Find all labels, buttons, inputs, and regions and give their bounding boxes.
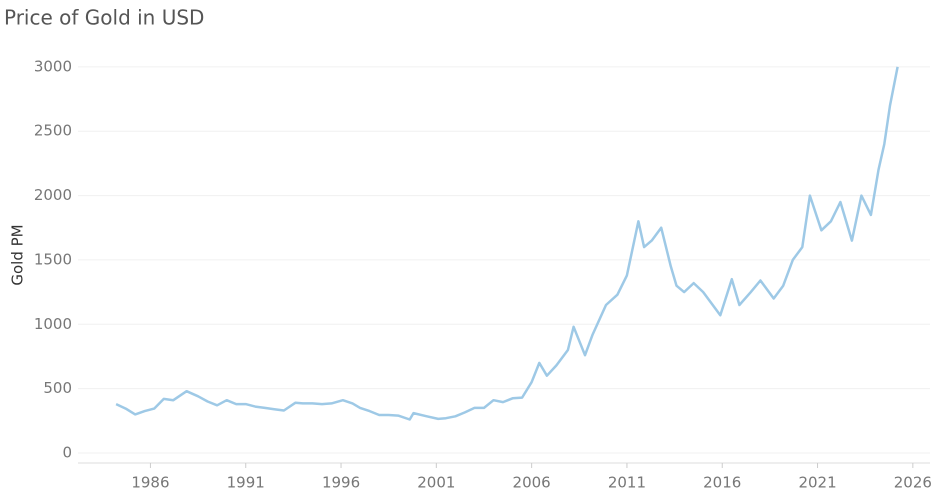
y-tick-label: 2500 xyxy=(34,122,72,140)
x-tick-label: 2016 xyxy=(703,474,741,492)
y-tick-label: 1500 xyxy=(34,250,72,268)
y-tick-label: 1000 xyxy=(34,315,72,333)
x-tick-label: 2001 xyxy=(417,474,455,492)
x-tick-label: 2026 xyxy=(894,474,932,492)
x-tick-label: 1996 xyxy=(322,474,360,492)
y-tick-label: 3000 xyxy=(34,57,72,75)
y-axis-label: Gold PM xyxy=(9,224,27,285)
x-tick-label: 1991 xyxy=(227,474,265,492)
x-tick-label: 2021 xyxy=(798,474,836,492)
x-tick-label: 2011 xyxy=(608,474,646,492)
x-tick-label: 1986 xyxy=(131,474,169,492)
chart-title: Price of Gold in USD xyxy=(4,6,204,30)
x-tick-label: 2006 xyxy=(513,474,551,492)
price-line xyxy=(115,66,899,421)
y-tick-label: 500 xyxy=(43,379,72,397)
y-tick-label: 2000 xyxy=(34,186,72,204)
y-tick-label: 0 xyxy=(62,443,72,461)
